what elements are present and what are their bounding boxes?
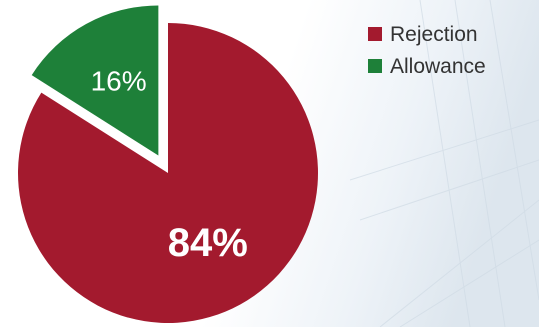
data-label-rejection: 84% <box>168 221 248 265</box>
legend-swatch-rejection <box>368 27 382 41</box>
legend-label-allowance: Allowance <box>390 56 486 77</box>
data-label-allowance: 16% <box>91 66 147 97</box>
legend-item-allowance: Allowance <box>368 52 486 80</box>
legend-item-rejection: Rejection <box>368 20 486 48</box>
legend-swatch-allowance <box>368 59 382 73</box>
legend-label-rejection: Rejection <box>390 24 478 45</box>
legend: Rejection Allowance <box>368 20 486 84</box>
